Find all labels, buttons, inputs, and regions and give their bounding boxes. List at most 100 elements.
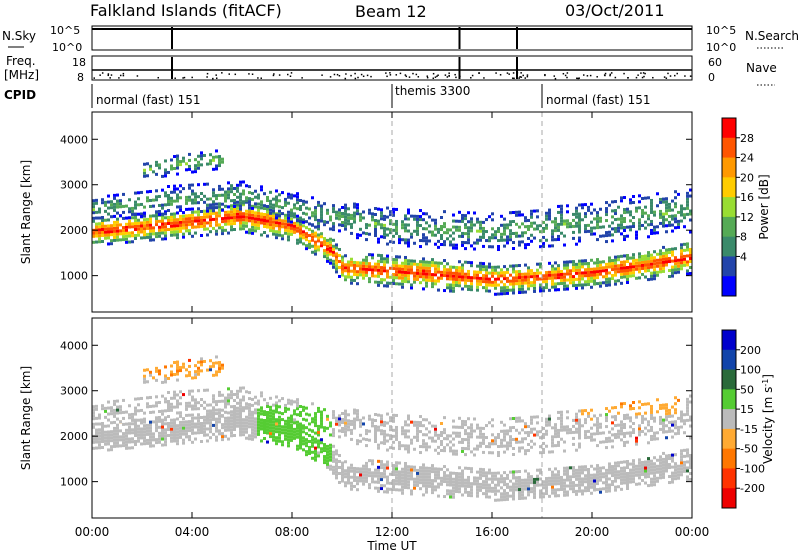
power-cell	[368, 253, 371, 257]
velocity-cell	[194, 431, 197, 435]
velocity-cell	[350, 484, 353, 488]
velocity-cell	[557, 482, 560, 486]
power-cell	[188, 214, 191, 218]
power-cell	[596, 261, 599, 265]
velocity-cell	[329, 421, 332, 425]
power-cell	[587, 229, 590, 233]
power-cell	[335, 216, 338, 220]
power-cell	[269, 223, 272, 227]
velocity-cell	[620, 405, 623, 409]
power-cell	[167, 194, 170, 197]
power-cell	[629, 271, 632, 275]
power-cell	[470, 285, 473, 289]
power-cell	[527, 227, 530, 231]
velocity-cell	[392, 434, 395, 438]
power-cell	[131, 231, 134, 235]
power-cell	[641, 254, 644, 258]
velocity-cell	[455, 486, 458, 490]
nave-dot	[333, 73, 336, 76]
nave-dot	[520, 72, 522, 74]
power-cell	[566, 204, 569, 208]
power-cell	[650, 201, 653, 205]
power-cell	[386, 257, 389, 261]
power-cell	[650, 262, 653, 266]
velocity-cell	[413, 480, 416, 484]
power-cell	[128, 207, 131, 211]
velocity-cell	[176, 360, 179, 364]
velocity-cell	[581, 489, 584, 493]
power-cell	[290, 217, 293, 221]
power-cell	[644, 205, 647, 209]
power-cell	[452, 213, 455, 217]
power-cell	[398, 264, 401, 268]
power-cell	[155, 214, 158, 218]
velocity-cell	[191, 431, 194, 435]
power-cell	[530, 275, 533, 279]
power-cell	[503, 217, 506, 221]
velocity-cell	[551, 491, 554, 495]
velocity-cell	[272, 426, 275, 430]
velocity-cell	[632, 401, 635, 404]
power-cell	[476, 241, 479, 245]
velocity-cell	[206, 368, 209, 372]
velocity-cell	[347, 475, 350, 479]
velocity-cell	[425, 478, 428, 482]
velocity-cell	[626, 484, 629, 487]
velocity-cell	[206, 418, 209, 422]
velocity-cell	[113, 438, 116, 442]
velocity-cell	[590, 432, 593, 436]
nave-dot	[437, 74, 439, 76]
power-cell	[674, 247, 677, 251]
power-cell	[92, 219, 95, 223]
power-cell	[167, 219, 170, 222]
power-cell	[461, 216, 464, 220]
velocity-cell	[590, 426, 593, 430]
velocity-cell	[584, 489, 587, 493]
velocity-cell	[407, 477, 410, 481]
velocity-cell	[383, 438, 386, 442]
power-cell	[164, 210, 167, 214]
power-cell	[374, 219, 377, 222]
power-cell	[527, 266, 530, 270]
velocity-cell	[419, 445, 422, 449]
velocity-cell	[308, 428, 311, 432]
power-cell	[353, 278, 356, 282]
power-cell	[605, 265, 608, 269]
velocity-cell	[443, 449, 446, 453]
power-cell	[335, 252, 338, 256]
velocity-cell	[371, 424, 374, 428]
velocity-cell	[359, 439, 362, 443]
power-cell	[293, 206, 296, 210]
velocity-cell	[176, 411, 179, 415]
power-cell	[239, 183, 242, 187]
power-cell	[116, 229, 119, 233]
velocity-cell	[383, 484, 386, 488]
power-cell	[359, 218, 362, 222]
velocity-cell	[296, 447, 299, 451]
power-cell	[674, 268, 677, 272]
velocity-cell	[569, 431, 572, 435]
velocity-cell	[134, 397, 137, 401]
power-cell	[617, 279, 620, 283]
power-cell	[173, 233, 176, 237]
power-cell	[602, 281, 605, 285]
velocity-cell	[431, 467, 434, 471]
velocity-cell	[572, 487, 575, 491]
velocity-cell	[296, 444, 299, 448]
power-cell	[395, 261, 398, 265]
power-cell	[680, 219, 683, 223]
velocity-cell	[527, 484, 530, 488]
velocity-cell	[551, 444, 554, 448]
power-cell	[248, 185, 251, 189]
velocity-cell	[596, 482, 599, 486]
power-cell	[218, 214, 221, 218]
power-cell	[395, 222, 398, 226]
velocity-cell	[470, 482, 473, 486]
power-cell	[236, 212, 239, 216]
power-cell	[521, 213, 524, 217]
power-cell	[518, 270, 521, 274]
power-cell	[662, 257, 665, 261]
velocity-cell	[548, 494, 551, 498]
velocity-cell	[389, 434, 392, 438]
